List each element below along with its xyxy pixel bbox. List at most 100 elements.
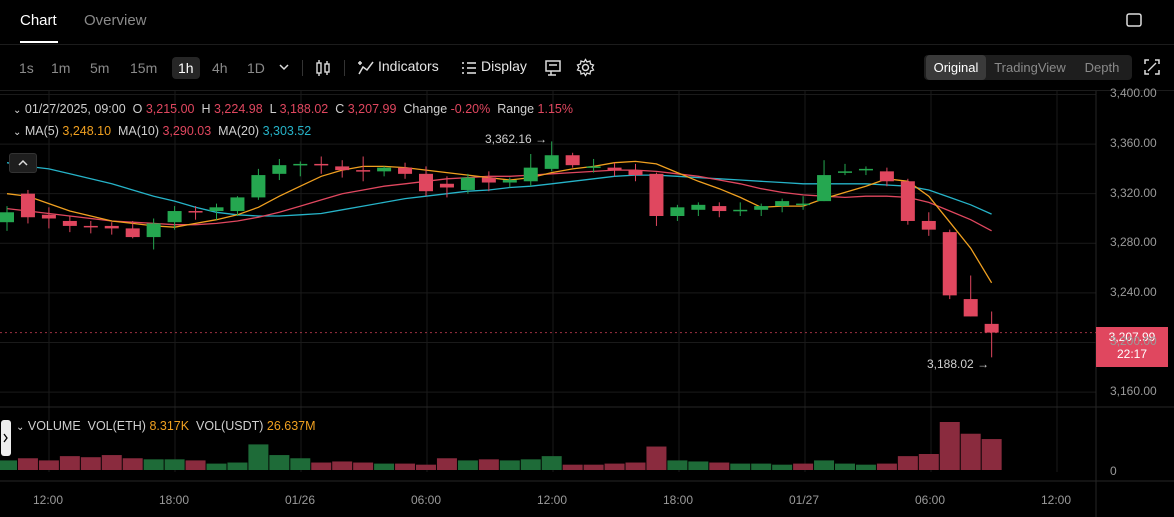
toolbar-divider	[344, 60, 345, 76]
candle-body[interactable]	[188, 211, 203, 213]
volume-bar	[876, 463, 897, 470]
volume-bar	[793, 463, 814, 470]
candle-body[interactable]	[900, 181, 915, 221]
candle-body[interactable]	[942, 232, 957, 296]
timeframe-1h[interactable]: 1h	[172, 57, 200, 79]
timeframe-1m[interactable]: 1m	[51, 60, 71, 76]
candle-body[interactable]	[398, 167, 413, 174]
candle-body[interactable]	[712, 206, 727, 212]
display-button[interactable]: Display	[481, 58, 527, 74]
timeframe-4h[interactable]: 4h	[212, 60, 228, 76]
volume-bar	[520, 459, 541, 470]
candle-body[interactable]	[879, 171, 894, 182]
candle-countdown: 22:17	[1116, 347, 1148, 361]
candle-body[interactable]	[544, 155, 559, 169]
volume-pane-toggle[interactable]	[1, 420, 11, 456]
candle-body[interactable]	[481, 177, 496, 183]
timeframe-5m[interactable]: 5m	[90, 60, 110, 76]
candle-body[interactable]	[41, 214, 56, 219]
volume-bar	[918, 454, 939, 470]
price-chart[interactable]	[0, 91, 1174, 517]
candle-body[interactable]	[146, 223, 161, 238]
candle-body[interactable]	[439, 183, 454, 188]
candle-body[interactable]	[921, 220, 936, 230]
timeframe-1d[interactable]: 1D	[247, 60, 265, 76]
candle-body[interactable]	[733, 209, 748, 212]
candle-body[interactable]	[125, 228, 140, 238]
candle-body[interactable]	[272, 165, 287, 174]
ma20-line	[6, 162, 992, 217]
candle-body[interactable]	[502, 180, 517, 183]
layout-icon[interactable]	[544, 59, 562, 77]
ma5-line	[6, 160, 993, 284]
candle-body[interactable]	[817, 175, 832, 202]
candle-body[interactable]	[754, 206, 769, 210]
indicators-icon[interactable]	[357, 59, 375, 77]
candle-body[interactable]	[691, 204, 706, 210]
volume-bar	[772, 464, 793, 470]
indicators-button[interactable]: Indicators	[378, 58, 439, 74]
candle-body[interactable]	[565, 155, 580, 166]
candle-body[interactable]	[796, 203, 811, 206]
gear-icon[interactable]	[576, 58, 595, 77]
candle-type-icon[interactable]	[314, 59, 332, 77]
candle-body[interactable]	[670, 207, 685, 216]
candle-body[interactable]	[0, 212, 14, 223]
candle-body[interactable]	[775, 201, 790, 207]
candle-body[interactable]	[83, 225, 98, 228]
candle-body[interactable]	[251, 175, 266, 198]
volume-bar	[751, 463, 772, 470]
candle-body[interactable]	[20, 193, 35, 218]
chart-toolbar: 1s 1m 5m 15m 1h 4h 1D Indicators Display	[0, 45, 1174, 91]
view-depth[interactable]: Depth	[1084, 60, 1120, 75]
tab-chart[interactable]: Chart	[20, 12, 57, 29]
candle-body[interactable]	[62, 220, 77, 226]
candle-body[interactable]	[230, 197, 245, 212]
volume-label: VOLUME	[27, 419, 81, 433]
tab-overview[interactable]: Overview	[84, 12, 147, 29]
candle-body[interactable]	[104, 225, 119, 229]
candle-body[interactable]	[293, 163, 308, 166]
candle-body[interactable]	[649, 173, 664, 216]
volume-bar	[835, 463, 855, 470]
volume-legend: ⌄ VOLUME VOL(ETH) 8.317K VOL(USDT) 26.63…	[16, 419, 316, 433]
volume-bar	[499, 460, 520, 470]
vol-eth-label: VOL(ETH)	[87, 419, 146, 433]
candle-body[interactable]	[858, 168, 873, 171]
timeframe-15m[interactable]: 15m	[130, 60, 158, 76]
volume-bar	[562, 464, 583, 470]
ma20-value: 3,303.52	[262, 124, 312, 138]
candle-body[interactable]	[335, 166, 350, 171]
candle-body[interactable]	[377, 167, 392, 172]
candle-body[interactable]	[628, 170, 643, 176]
y-tick-label: 3,200.00	[1110, 334, 1157, 349]
x-tick-label: 18:00	[159, 493, 190, 507]
volume-bar	[164, 459, 185, 470]
candle-body[interactable]	[523, 167, 538, 182]
legend-change: -0.20%	[450, 102, 491, 116]
y-tick-label: 3,320.00	[1110, 185, 1157, 200]
candle-body[interactable]	[167, 211, 182, 223]
fullscreen-icon[interactable]	[1143, 58, 1161, 76]
display-icon[interactable]	[460, 59, 478, 77]
candle-body[interactable]	[209, 207, 224, 212]
volume-bar	[143, 459, 164, 470]
candle-body[interactable]	[460, 177, 475, 190]
candle-body[interactable]	[607, 167, 622, 171]
candle-body[interactable]	[586, 166, 601, 168]
candle-body[interactable]	[356, 170, 371, 172]
view-original[interactable]: Original	[926, 55, 986, 80]
candle-body[interactable]	[838, 171, 852, 173]
candle-body[interactable]	[984, 323, 999, 333]
window-icon[interactable]	[1126, 13, 1142, 27]
timeframe-1s[interactable]: 1s	[19, 60, 34, 76]
high-annotation-value: 3,362.16	[485, 132, 532, 146]
x-tick-label: 06:00	[411, 493, 442, 507]
volume-bar	[897, 456, 918, 470]
view-tradingview[interactable]: TradingView	[994, 60, 1066, 75]
candle-body[interactable]	[314, 163, 329, 166]
chevron-down-icon[interactable]	[279, 63, 289, 71]
candle-body[interactable]	[963, 299, 978, 317]
candle-body[interactable]	[419, 173, 433, 192]
collapse-legend-button[interactable]	[9, 153, 37, 173]
